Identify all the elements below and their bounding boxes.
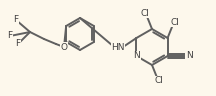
Text: F: F xyxy=(7,31,13,41)
Text: F: F xyxy=(13,15,19,24)
Text: N: N xyxy=(186,51,193,60)
Text: N: N xyxy=(133,51,140,60)
Text: Cl: Cl xyxy=(170,18,179,27)
Text: F: F xyxy=(15,39,21,48)
Text: HN: HN xyxy=(111,43,125,51)
Text: O: O xyxy=(60,43,67,51)
Text: Cl: Cl xyxy=(140,9,149,18)
Text: Cl: Cl xyxy=(155,76,164,85)
